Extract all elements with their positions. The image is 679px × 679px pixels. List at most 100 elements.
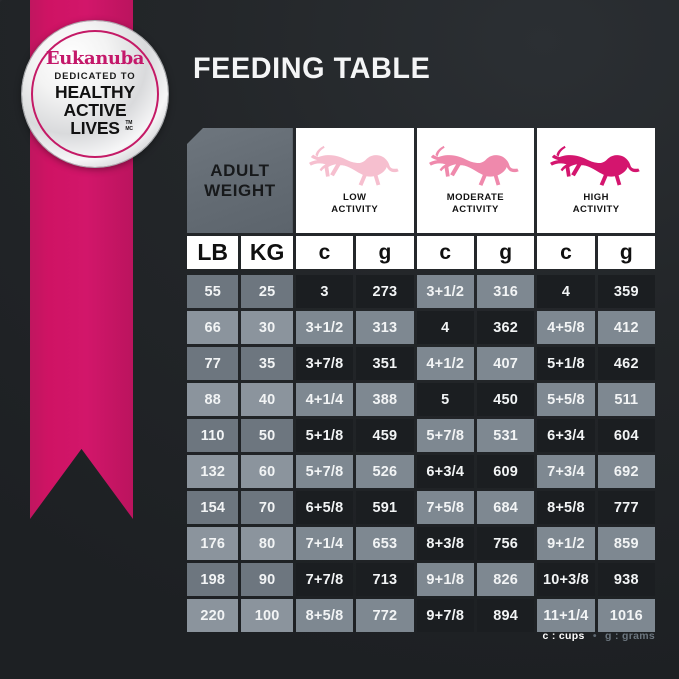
unit-header-moderate-grams: g <box>476 236 535 269</box>
cell-high-grams: 604 <box>597 419 655 452</box>
unit-header-lb: LB <box>187 236 239 269</box>
logo-brand-name: Eukanuba <box>45 47 145 69</box>
cell-low-cups: 7+1/4 <box>295 527 354 560</box>
activity-low-line1: LOW <box>342 192 367 203</box>
cell-lb: 77 <box>187 347 239 380</box>
activity-high-line2: ACTIVITY <box>572 203 620 215</box>
cell-low-cups: 8+5/8 <box>295 599 354 632</box>
adult-weight-line2: WEIGHT <box>204 180 276 200</box>
cell-kg: 70 <box>241 491 293 524</box>
cell-moderate-cups: 6+3/4 <box>416 455 474 488</box>
logo-line-lives: LIVES <box>70 118 120 139</box>
table-row: 77 35 3+7/8 351 4+1/2 407 5+1/8 462 <box>187 347 655 380</box>
cell-moderate-grams: 684 <box>476 491 535 524</box>
feeding-table: ADULT WEIGHT LOW ACTIVITY MODERATE ACTIV… <box>187 128 655 632</box>
cell-moderate-grams: 756 <box>476 527 535 560</box>
cell-high-grams: 692 <box>597 455 655 488</box>
unit-header-high-cups: c <box>537 236 595 269</box>
cell-high-grams: 1016 <box>597 599 655 632</box>
cell-lb: 154 <box>187 491 239 524</box>
activity-label-high: HIGH ACTIVITY <box>573 192 620 216</box>
cell-moderate-grams: 826 <box>476 563 535 596</box>
cell-kg: 100 <box>241 599 293 632</box>
cell-high-cups: 5+5/8 <box>537 383 595 416</box>
cell-high-cups: 7+3/4 <box>537 455 595 488</box>
cell-moderate-cups: 9+7/8 <box>416 599 474 632</box>
table-row: 198 90 7+7/8 713 9+1/8 826 10+3/8 938 <box>187 563 655 596</box>
dog-running-icon <box>550 145 640 186</box>
cell-high-cups: 9+1/2 <box>537 527 595 560</box>
cell-moderate-cups: 8+3/8 <box>416 527 474 560</box>
cell-low-cups: 3+1/2 <box>295 311 354 344</box>
table-row: 110 50 5+1/8 459 5+7/8 531 6+3/4 604 <box>187 419 655 452</box>
activity-moderate-line2: ACTIVITY <box>451 203 499 215</box>
dog-running-icon <box>429 145 520 186</box>
cell-low-cups: 5+7/8 <box>295 455 354 488</box>
unit-header-low-cups: c <box>295 236 354 269</box>
cell-lb: 176 <box>187 527 239 560</box>
cell-low-grams: 273 <box>356 275 414 308</box>
table-row: 88 40 4+1/4 388 5 450 5+5/8 511 <box>187 383 655 416</box>
adult-weight-line1: ADULT <box>210 161 270 181</box>
activity-header-high: HIGH ACTIVITY <box>537 128 655 233</box>
cell-kg: 30 <box>241 311 293 344</box>
cell-moderate-grams: 894 <box>476 599 535 632</box>
cell-moderate-cups: 5 <box>416 383 474 416</box>
cell-lb: 110 <box>187 419 239 452</box>
trademark-mark: TM MC <box>125 120 133 132</box>
legend-separator: • <box>592 630 597 642</box>
cell-low-cups: 7+7/8 <box>295 563 354 596</box>
adult-weight-header: ADULT WEIGHT <box>187 128 293 233</box>
logo-content: Eukanuba DEDICATED TO HEALTHY ACTIVE LIV… <box>36 47 154 139</box>
unit-header-low-grams: g <box>356 236 414 269</box>
cell-low-grams: 653 <box>356 527 414 560</box>
table-body: 55 25 3 273 3+1/2 316 4 359 66 30 3+1/2 313 4 362 4+5/… <box>187 272 655 632</box>
cell-moderate-cups: 5+7/8 <box>416 419 474 452</box>
cell-moderate-cups: 9+1/8 <box>416 563 474 596</box>
cell-low-cups: 3+7/8 <box>295 347 354 380</box>
cell-lb: 55 <box>187 275 239 308</box>
cell-moderate-grams: 609 <box>476 455 535 488</box>
activity-label-low: LOW ACTIVITY <box>331 192 378 216</box>
cell-high-grams: 359 <box>597 275 655 308</box>
cell-moderate-grams: 362 <box>476 311 535 344</box>
cell-high-cups: 11+1/4 <box>537 599 595 632</box>
cell-moderate-cups: 4+1/2 <box>416 347 474 380</box>
activity-label-moderate: MODERATE ACTIVITY <box>447 192 504 216</box>
table-row: 220 100 8+5/8 772 9+7/8 894 11+1/4 1016 <box>187 599 655 632</box>
cell-high-cups: 4 <box>537 275 595 308</box>
cell-high-cups: 8+5/8 <box>537 491 595 524</box>
table-row: 132 60 5+7/8 526 6+3/4 609 7+3/4 692 <box>187 455 655 488</box>
cell-lb: 66 <box>187 311 239 344</box>
cell-lb: 132 <box>187 455 239 488</box>
cell-moderate-cups: 4 <box>416 311 474 344</box>
eukanuba-logo-badge: Eukanuba DEDICATED TO HEALTHY ACTIVE LIV… <box>22 21 168 167</box>
cell-high-cups: 5+1/8 <box>537 347 595 380</box>
cell-kg: 90 <box>241 563 293 596</box>
cell-kg: 80 <box>241 527 293 560</box>
cell-low-grams: 388 <box>356 383 414 416</box>
cell-low-cups: 5+1/8 <box>295 419 354 452</box>
activity-moderate-line1: MODERATE <box>446 192 505 203</box>
cell-kg: 40 <box>241 383 293 416</box>
cell-kg: 25 <box>241 275 293 308</box>
legend: c : cups • g : grams <box>543 630 655 642</box>
cell-low-cups: 4+1/4 <box>295 383 354 416</box>
legend-cups: c : cups <box>542 630 585 642</box>
cell-lb: 220 <box>187 599 239 632</box>
table-row: 55 25 3 273 3+1/2 316 4 359 <box>187 275 655 308</box>
cell-low-grams: 351 <box>356 347 414 380</box>
cell-low-grams: 591 <box>356 491 414 524</box>
cell-kg: 50 <box>241 419 293 452</box>
logo-ring <box>31 30 159 158</box>
unit-header-kg: KG <box>241 236 293 269</box>
legend-grams: g : grams <box>605 630 655 642</box>
logo-dedicated-to: DEDICATED TO <box>54 70 136 82</box>
cell-low-cups: 3 <box>295 275 354 308</box>
cell-moderate-grams: 531 <box>476 419 535 452</box>
table-row: 154 70 6+5/8 591 7+5/8 684 8+5/8 777 <box>187 491 655 524</box>
cell-moderate-cups: 3+1/2 <box>416 275 474 308</box>
table-row: 176 80 7+1/4 653 8+3/8 756 9+1/2 859 <box>187 527 655 560</box>
cell-lb: 198 <box>187 563 239 596</box>
table-unit-header-row: LB KG c g c g c g <box>187 236 655 269</box>
